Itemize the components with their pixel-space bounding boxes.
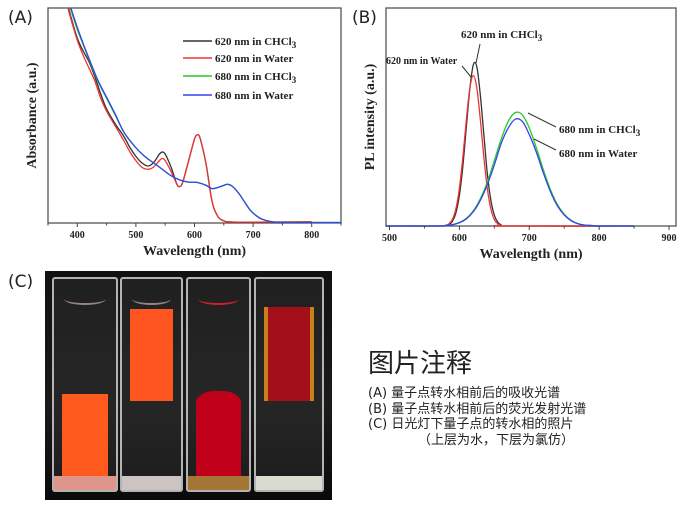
legend-entry-0: 620 nm in CHCl3 [215, 36, 297, 50]
cuvette-photo [45, 271, 332, 500]
series-name-subscript: 3 [292, 75, 297, 85]
water-layer-red [264, 307, 314, 401]
series-name: 680 nm in CHCl [215, 71, 292, 83]
series-line-0 [385, 61, 635, 227]
note-c-detail: （上层为水，下层为氯仿） [418, 432, 575, 448]
series-name: 620 nm in CHCl [215, 36, 292, 48]
x-axis-label: Wavelength (nm) [143, 244, 246, 259]
x-tick-label: 800 [304, 230, 319, 241]
annotation-arrow-3 [533, 138, 557, 151]
series-name-subscript: 3 [538, 33, 543, 43]
series-line-1 [385, 74, 635, 227]
y-axis-label: PL intensity (a.u.) [363, 63, 378, 170]
x-tick-label: 700 [522, 233, 537, 244]
panel-label-c: (C) [8, 272, 34, 292]
x-tick-label: 600 [452, 233, 467, 244]
series-name: 680 nm in CHCl [559, 124, 636, 136]
annotation-arrow-1 [461, 65, 472, 78]
annotation-680-chcl3: 680 nm in CHCl3 [559, 124, 641, 138]
note-a: (A) 量子点转水相前后的吸收光谱 [368, 386, 561, 401]
annotation-680-water: 680 nm in Water [559, 148, 637, 160]
x-tick-label: 600 [187, 230, 202, 241]
note-b: (B) 量子点转水相前后的荧光发射光谱 [368, 401, 587, 417]
cuvette-4 [254, 277, 324, 492]
series-name: 680 nm in Water [559, 148, 637, 160]
panel-label-a: (A) [8, 8, 33, 28]
x-tick-label: 500 [382, 233, 397, 244]
x-axis-label: Wavelength (nm) [479, 247, 582, 262]
series-line-1 [67, 7, 312, 223]
cuvette-2 [120, 277, 183, 492]
annotation-620-chcl3: 620 nm in CHCl3 [461, 29, 543, 43]
series-line-3 [70, 7, 342, 224]
legend-entry-3: 680 nm in Water [215, 90, 293, 102]
x-tick-label: 700 [246, 230, 261, 241]
series-name: 620 nm in Water [215, 53, 293, 65]
series-name: 620 nm in Water [386, 56, 458, 67]
cuvette-1 [52, 277, 118, 492]
chloroform-layer-orange [62, 394, 108, 476]
figure-notes: 图片注释 (A) 量子点转水相前后的吸收光谱 (B) 量子点转水相前后的荧光发射… [368, 343, 586, 448]
series-name: 620 nm in CHCl [461, 29, 538, 41]
legend-entry-1: 620 nm in Water [215, 53, 293, 65]
panel-label-b: (B) [352, 8, 377, 28]
chloroform-layer-red [196, 391, 241, 476]
x-tick-label: 800 [592, 233, 607, 244]
notes-title: 图片注释 [368, 349, 473, 379]
x-tick-label: 900 [662, 233, 677, 244]
series-name-subscript: 3 [292, 40, 297, 50]
water-layer-orange [130, 309, 173, 401]
legend-entry-2: 680 nm in CHCl3 [215, 71, 297, 85]
y-axis-label: Absorbance (a.u.) [25, 62, 40, 169]
annotation-arrow-0 [475, 43, 481, 64]
x-tick-label: 500 [128, 230, 143, 241]
series-name: 680 nm in Water [215, 90, 293, 102]
series-line-3 [385, 118, 635, 227]
x-tick-label: 400 [70, 230, 85, 241]
annotation-arrow-2 [527, 112, 557, 128]
annotation-620-water: 620 nm in Water [386, 56, 458, 67]
chart-b-pl: 500 600 700 800 900 Wavelength (nm) PL intensi… [363, 7, 677, 262]
note-c: (C) 日光灯下量子点的转水相的照片 [368, 417, 574, 432]
series-name-subscript: 3 [636, 128, 641, 138]
cuvette-3 [186, 277, 251, 492]
chart-a-absorbance: 400 500 600 700 800 Wavelength (nm) Absorbance… [25, 7, 342, 259]
